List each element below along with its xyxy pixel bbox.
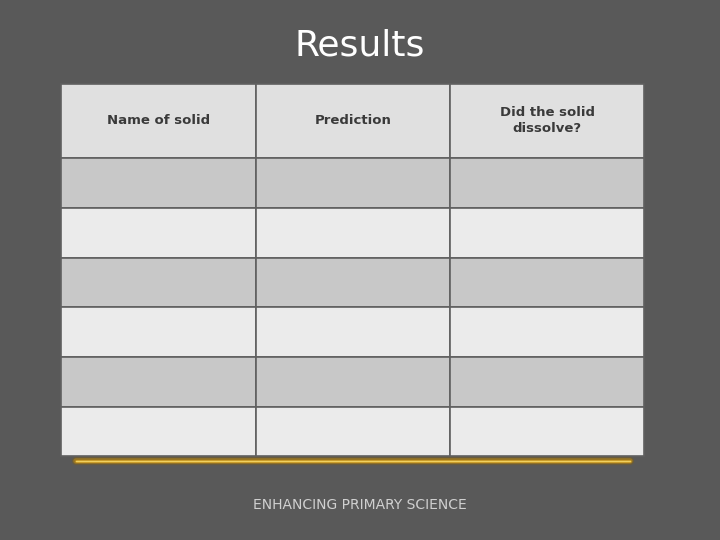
Bar bbox=[61, 208, 256, 258]
Bar bbox=[61, 307, 256, 357]
Bar bbox=[450, 158, 644, 208]
Bar bbox=[61, 158, 256, 208]
Bar bbox=[256, 84, 450, 158]
Text: Did the solid
dissolve?: Did the solid dissolve? bbox=[500, 106, 595, 136]
Bar bbox=[450, 357, 644, 407]
Bar bbox=[61, 357, 256, 407]
Bar bbox=[256, 407, 450, 456]
Bar bbox=[256, 307, 450, 357]
Bar bbox=[450, 407, 644, 456]
Bar bbox=[450, 208, 644, 258]
Text: Name of solid: Name of solid bbox=[107, 114, 210, 127]
Bar bbox=[256, 357, 450, 407]
Bar bbox=[256, 158, 450, 208]
Bar bbox=[256, 208, 450, 258]
Bar bbox=[61, 407, 256, 456]
Bar bbox=[61, 84, 256, 158]
Bar bbox=[61, 258, 256, 307]
Text: Results: Results bbox=[294, 29, 426, 63]
Bar bbox=[256, 258, 450, 307]
Text: ENHANCING PRIMARY SCIENCE: ENHANCING PRIMARY SCIENCE bbox=[253, 498, 467, 512]
Bar bbox=[450, 258, 644, 307]
Text: Prediction: Prediction bbox=[315, 114, 391, 127]
Bar bbox=[450, 307, 644, 357]
Bar bbox=[450, 84, 644, 158]
